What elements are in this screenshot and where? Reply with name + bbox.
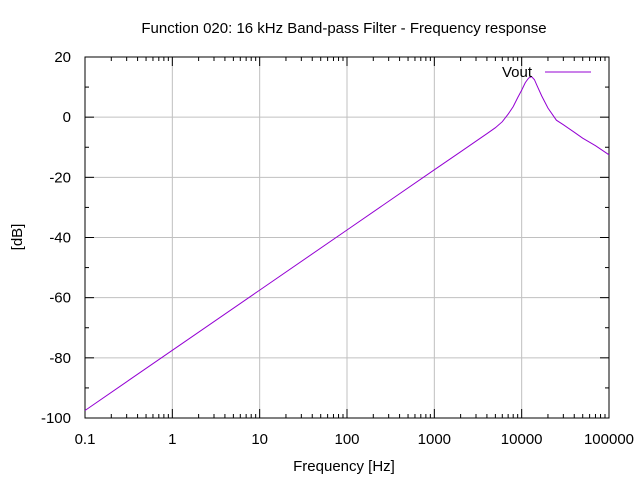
y-tick-label: -100 <box>41 410 71 427</box>
x-tick-label: 10000 <box>501 431 543 448</box>
x-axis-label: Frequency [Hz] <box>293 458 395 475</box>
x-tick-label: 1000 <box>418 431 451 448</box>
grid-lines <box>85 57 609 418</box>
series-lines <box>84 75 610 411</box>
legend: Vout <box>502 64 591 81</box>
series-line-vout <box>84 75 610 411</box>
y-axis-label: [dB] <box>9 224 26 251</box>
y-tick-label: -80 <box>49 350 71 367</box>
chart-title: Function 020: 16 kHz Band-pass Filter - … <box>141 20 546 37</box>
y-tick-label: -40 <box>49 230 71 247</box>
axis-ticks <box>84 56 610 419</box>
x-tick-label: 10 <box>251 431 268 448</box>
y-tick-label: 20 <box>54 49 71 66</box>
x-tick-label: 100 <box>334 431 359 448</box>
x-axis-tick-labels: 0.1 1 10 100 1000 10000 100000 <box>75 431 634 448</box>
legend-label: Vout <box>502 64 533 81</box>
x-tick-label: 1 <box>168 431 176 448</box>
x-tick-label: 0.1 <box>75 431 96 448</box>
y-tick-label: 0 <box>63 109 71 126</box>
x-tick-label: 100000 <box>584 431 634 448</box>
y-tick-label: -60 <box>49 290 71 307</box>
y-tick-label: -20 <box>49 169 71 186</box>
y-axis-tick-labels: -100 -80 -60 -40 -20 0 20 <box>41 49 71 427</box>
